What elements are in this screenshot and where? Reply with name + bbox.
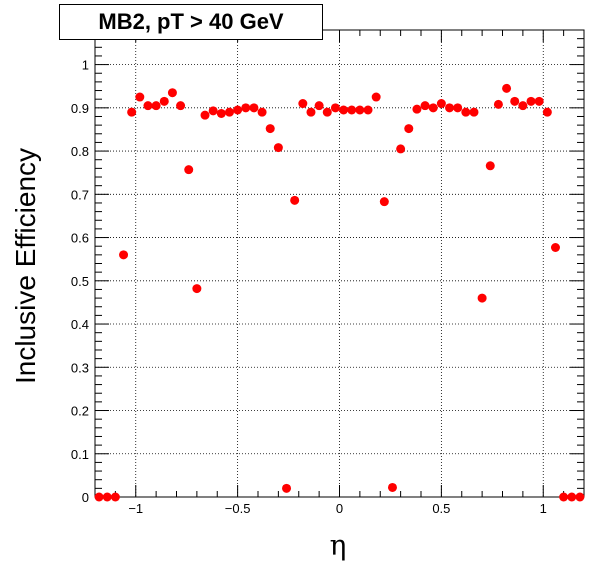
x-tick-label: −0.5 [225, 501, 251, 516]
data-point [233, 105, 243, 115]
data-points [94, 83, 585, 502]
data-point [526, 96, 536, 106]
data-point [143, 101, 153, 111]
axis-tick-labels: −1 −0.5 0 0.5 1 0 0.1 0.2 0.3 0.4 0.5 0.6 0.7 0.8 0.9 1 [71, 58, 547, 516]
data-point [241, 103, 251, 113]
data-point [518, 101, 528, 111]
x-tick-label: 0 [336, 501, 343, 516]
x-tick-label: 0.5 [432, 501, 450, 516]
data-point [445, 103, 455, 113]
data-point [298, 99, 308, 109]
y-axis-label: Inclusive Efficiency [10, 147, 41, 385]
data-point [282, 483, 292, 493]
data-point [192, 284, 202, 294]
data-point [510, 96, 520, 106]
data-point [290, 195, 300, 205]
y-tick-label: 0.8 [71, 144, 89, 159]
data-point [469, 107, 479, 117]
data-point [502, 83, 512, 93]
x-tick-label: −1 [128, 501, 143, 516]
data-point [396, 144, 406, 154]
data-point [575, 492, 585, 502]
data-point [567, 492, 577, 502]
data-point [428, 103, 438, 113]
data-point [559, 492, 569, 502]
data-point [477, 293, 487, 303]
data-point [330, 103, 340, 113]
y-tick-label: 0.5 [71, 274, 89, 289]
data-point [453, 103, 463, 113]
data-point [176, 101, 186, 111]
data-point [127, 107, 137, 117]
data-point [534, 96, 544, 106]
chart-title-box: MB2, pT > 40 GeV [59, 4, 323, 40]
data-point [249, 103, 259, 113]
data-point [224, 107, 234, 117]
data-point [542, 107, 552, 117]
data-point [347, 105, 357, 115]
y-tick-label: 0.7 [71, 187, 89, 202]
data-point [339, 105, 349, 115]
data-point [461, 107, 471, 117]
data-point [363, 105, 373, 115]
data-point [151, 101, 161, 111]
data-point [306, 107, 316, 117]
data-point [135, 92, 145, 102]
x-tick-label: 1 [540, 501, 547, 516]
data-point [273, 143, 283, 153]
y-tick-label: 1 [82, 58, 89, 73]
data-point [102, 492, 112, 502]
x-axis-label: η [329, 528, 347, 562]
data-point [420, 101, 430, 111]
data-point [387, 482, 397, 492]
data-point [314, 101, 324, 111]
y-tick-label: 0.9 [71, 101, 89, 116]
data-point [110, 492, 120, 502]
data-point [404, 124, 414, 134]
data-point [265, 124, 275, 134]
data-point [200, 110, 210, 120]
data-point [94, 492, 104, 502]
y-tick-label: 0.3 [71, 360, 89, 375]
data-point [119, 250, 129, 260]
data-point [159, 96, 169, 106]
data-point [436, 99, 446, 109]
data-point [379, 197, 389, 207]
data-point [216, 108, 226, 118]
data-point [485, 161, 495, 171]
data-point [493, 99, 503, 109]
y-tick-label: 0 [82, 490, 89, 505]
data-point [208, 106, 218, 116]
y-tick-label: 0.4 [71, 317, 89, 332]
y-tick-label: 0.2 [71, 404, 89, 419]
data-point [322, 107, 332, 117]
data-point [412, 104, 422, 114]
data-point [355, 105, 365, 115]
y-tick-label: 0.1 [71, 447, 89, 462]
chart-title: MB2, pT > 40 GeV [98, 9, 284, 34]
data-point [184, 165, 194, 175]
data-point [167, 88, 177, 98]
y-tick-label: 0.6 [71, 231, 89, 246]
data-point [257, 107, 267, 117]
data-point [550, 243, 560, 253]
data-point [371, 92, 381, 102]
